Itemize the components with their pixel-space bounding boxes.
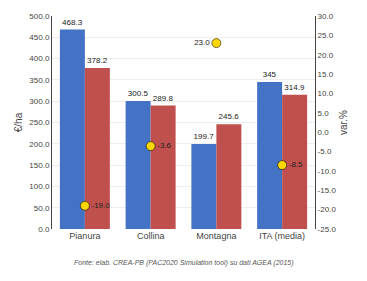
svg-text:ITA (media): ITA (media) [259, 231, 305, 241]
svg-text:500.0: 500.0 [29, 12, 50, 21]
svg-text:300.0: 300.0 [29, 97, 50, 106]
svg-text:50.0: 50.0 [34, 204, 50, 213]
svg-text:30.0: 30.0 [318, 12, 334, 21]
svg-text:0.0: 0.0 [38, 225, 50, 234]
svg-text:5.0: 5.0 [318, 109, 330, 118]
svg-text:-25.0: -25.0 [318, 225, 337, 234]
svg-text:0.0: 0.0 [318, 128, 330, 137]
svg-text:245.6: 245.6 [219, 112, 240, 121]
svg-text:€/ha: €/ha [13, 112, 24, 132]
svg-text:300.5: 300.5 [128, 89, 149, 98]
svg-text:var.%: var.% [338, 110, 349, 135]
svg-text:-8.5: -8.5 [289, 160, 303, 169]
svg-text:289.8: 289.8 [153, 94, 174, 103]
svg-text:468.3: 468.3 [62, 18, 83, 27]
svg-text:-3.6: -3.6 [157, 141, 171, 150]
svg-text:20.0: 20.0 [318, 51, 334, 60]
svg-text:23.0: 23.0 [194, 38, 210, 47]
svg-text:-15.0: -15.0 [318, 186, 337, 195]
svg-text:-10.0: -10.0 [318, 167, 337, 176]
svg-text:250.0: 250.0 [29, 118, 50, 127]
svg-text:Fonte: elab. CREA-PB (PAC2020: Fonte: elab. CREA-PB (PAC2020 Simulation… [74, 259, 294, 267]
svg-text:Montagna: Montagna [196, 231, 236, 241]
svg-text:Collina: Collina [137, 231, 165, 241]
svg-text:25.0: 25.0 [318, 31, 334, 40]
svg-text:450.0: 450.0 [29, 33, 50, 42]
svg-text:378.2: 378.2 [87, 56, 108, 65]
svg-text:15.0: 15.0 [318, 70, 334, 79]
svg-text:200.0: 200.0 [29, 140, 50, 149]
svg-text:Pianura: Pianura [69, 231, 100, 241]
svg-text:345: 345 [263, 70, 277, 79]
svg-text:100.0: 100.0 [29, 182, 50, 191]
svg-text:199.7: 199.7 [194, 132, 215, 141]
svg-text:350.0: 350.0 [29, 76, 50, 85]
svg-text:400.0: 400.0 [29, 54, 50, 63]
svg-text:10.0: 10.0 [318, 89, 334, 98]
svg-text:150.0: 150.0 [29, 161, 50, 170]
svg-text:314.9: 314.9 [284, 83, 305, 92]
svg-text:-5.0: -5.0 [318, 147, 332, 156]
svg-text:-19.0: -19.0 [92, 201, 111, 210]
svg-text:-20.0: -20.0 [318, 205, 337, 214]
